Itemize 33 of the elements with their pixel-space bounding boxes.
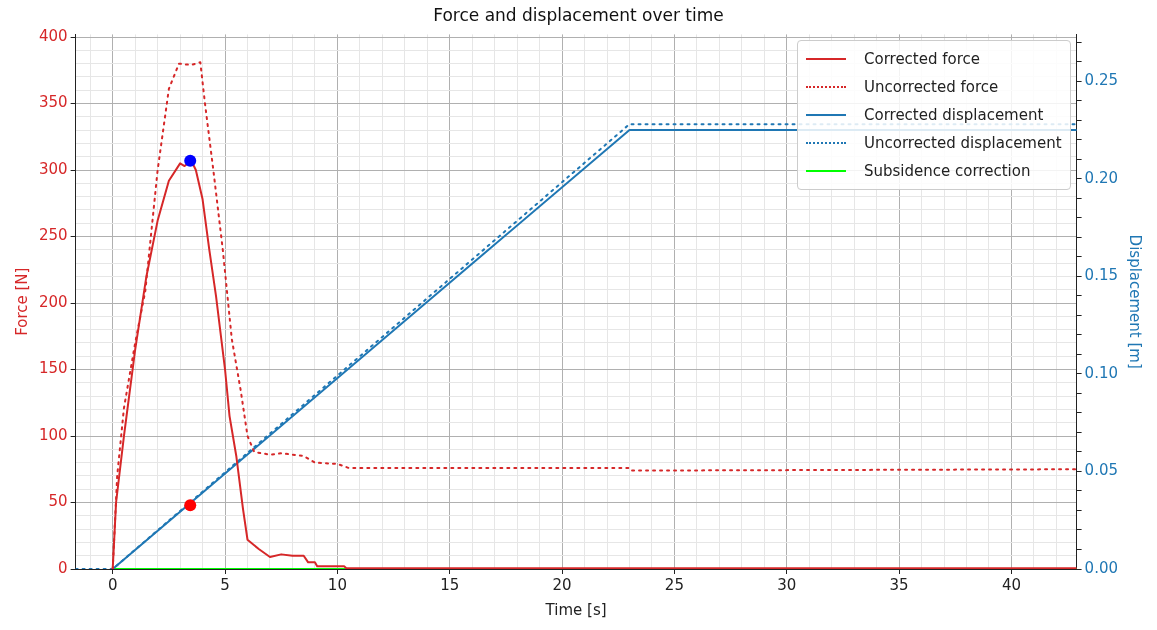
x-tick-label: 10	[327, 575, 347, 594]
y2-tick-label: 0.15	[1084, 266, 1119, 285]
x-tick-label: 0	[107, 575, 118, 594]
x-tick-label: 40	[1001, 575, 1021, 594]
y-tick-label: 300	[38, 159, 68, 178]
y-axis-title: Force [N]	[12, 267, 31, 336]
y-tick-label: 100	[38, 425, 68, 444]
y2-tick-label: 0.05	[1084, 461, 1119, 480]
y-tick-label: 400	[38, 26, 68, 45]
x-axis-title: Time [s]	[544, 600, 607, 619]
x-tick-label: 5	[220, 575, 230, 594]
legend-label: Corrected force	[863, 50, 981, 69]
y-tick-label: 200	[38, 292, 68, 311]
x-tick-label: 15	[440, 575, 460, 594]
y2-tick-label: 0.25	[1084, 71, 1119, 90]
y-tick-label: 50	[48, 492, 68, 511]
legend-label: Corrected displacement	[863, 106, 1044, 125]
x-tick-label: 25	[664, 575, 684, 594]
y2-tick-label: 0.10	[1084, 363, 1119, 382]
y-tick-label: 150	[38, 359, 68, 378]
legend-label: Subsidence correction	[863, 162, 1031, 181]
legend-label: Uncorrected force	[863, 78, 999, 97]
x-tick-label: 35	[889, 575, 909, 594]
y-tick-label: 350	[38, 93, 68, 112]
y2-axis-title: Displacement [m]	[1126, 234, 1145, 369]
y-tick-label: 250	[38, 226, 68, 245]
y2-tick-label: 0.20	[1084, 168, 1119, 187]
legend-label: Uncorrected displacement	[863, 134, 1062, 153]
chart-title: Force and displacement over time	[433, 4, 724, 25]
y2-tick-label: 0.00	[1084, 558, 1119, 577]
y-tick-label: 0	[58, 558, 68, 577]
x-tick-label: 20	[552, 575, 572, 594]
x-tick-label: 30	[777, 575, 797, 594]
